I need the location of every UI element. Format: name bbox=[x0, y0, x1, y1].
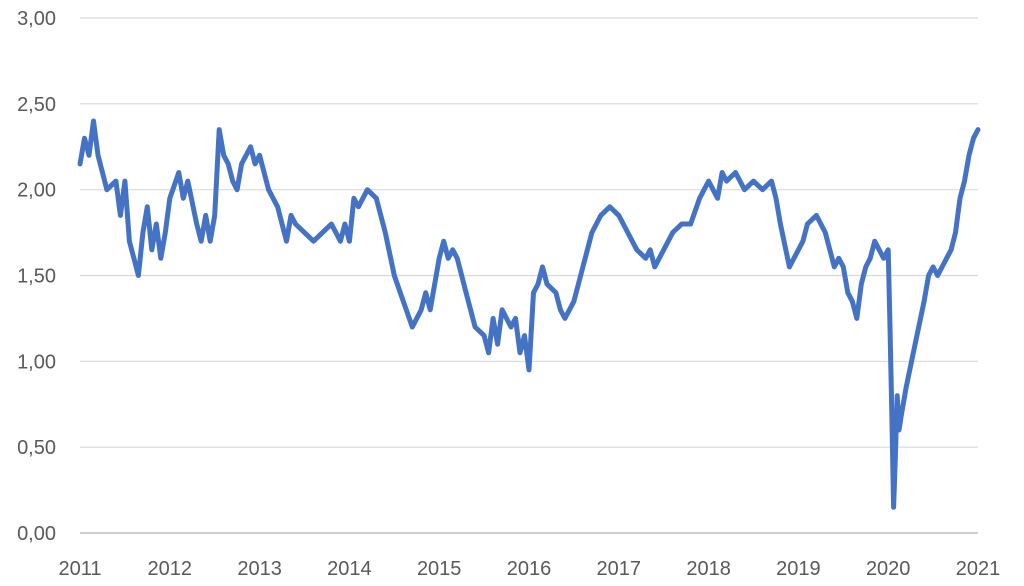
y-tick-label: 1,00 bbox=[17, 351, 56, 373]
y-tick-label: 0,00 bbox=[17, 523, 56, 545]
x-tick-label: 2019 bbox=[776, 558, 821, 580]
x-tick-label: 2011 bbox=[58, 558, 101, 580]
series-line-0 bbox=[77, 118, 981, 510]
y-tick-label: 2,50 bbox=[17, 94, 56, 116]
x-tick-label: 2015 bbox=[417, 558, 462, 580]
y-tick-label: 2,00 bbox=[17, 180, 56, 202]
x-tick-label: 2013 bbox=[237, 558, 282, 580]
x-tick-label: 2016 bbox=[507, 558, 552, 580]
x-tick-label: 2021 bbox=[956, 558, 1001, 580]
series-lines bbox=[77, 118, 981, 510]
y-tick-label: 0,50 bbox=[17, 437, 56, 459]
y-tick-label: 3,00 bbox=[17, 8, 56, 30]
gridlines bbox=[80, 17, 978, 534]
x-axis-tick-labels: 2011 2012 2013 2014 2015 2016 2017 2018 2019 2020… bbox=[58, 558, 1000, 580]
y-tick-label: 1,50 bbox=[17, 266, 56, 288]
x-tick-label: 2012 bbox=[148, 558, 193, 580]
x-tick-label: 2020 bbox=[866, 558, 911, 580]
x-tick-label: 2017 bbox=[597, 558, 642, 580]
y-axis-tick-labels: 0,00 0,50 1,00 1,50 2,00 2,50 3,00 bbox=[17, 8, 56, 545]
x-tick-label: 2018 bbox=[686, 558, 731, 580]
x-tick-label: 2014 bbox=[327, 558, 372, 580]
